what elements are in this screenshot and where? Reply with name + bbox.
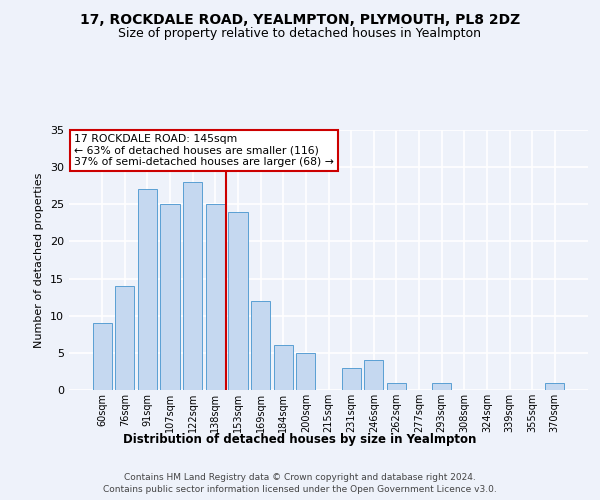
Bar: [138, 190, 157, 390]
Bar: [341, 368, 361, 390]
Bar: [432, 382, 451, 390]
Text: Contains public sector information licensed under the Open Government Licence v3: Contains public sector information licen…: [103, 485, 497, 494]
Text: 17 ROCKDALE ROAD: 145sqm
← 63% of detached houses are smaller (116)
37% of semi-: 17 ROCKDALE ROAD: 145sqm ← 63% of detach…: [74, 134, 334, 167]
Bar: [545, 382, 565, 390]
Bar: [387, 382, 406, 390]
Bar: [251, 301, 270, 390]
Bar: [160, 204, 180, 390]
Text: Size of property relative to detached houses in Yealmpton: Size of property relative to detached ho…: [119, 28, 482, 40]
Bar: [229, 212, 248, 390]
Bar: [115, 286, 134, 390]
Bar: [206, 204, 225, 390]
Bar: [92, 323, 112, 390]
Text: Contains HM Land Registry data © Crown copyright and database right 2024.: Contains HM Land Registry data © Crown c…: [124, 472, 476, 482]
Bar: [274, 346, 293, 390]
Y-axis label: Number of detached properties: Number of detached properties: [34, 172, 44, 348]
Text: 17, ROCKDALE ROAD, YEALMPTON, PLYMOUTH, PL8 2DZ: 17, ROCKDALE ROAD, YEALMPTON, PLYMOUTH, …: [80, 12, 520, 26]
Bar: [364, 360, 383, 390]
Text: Distribution of detached houses by size in Yealmpton: Distribution of detached houses by size …: [124, 432, 476, 446]
Bar: [183, 182, 202, 390]
Bar: [296, 353, 316, 390]
